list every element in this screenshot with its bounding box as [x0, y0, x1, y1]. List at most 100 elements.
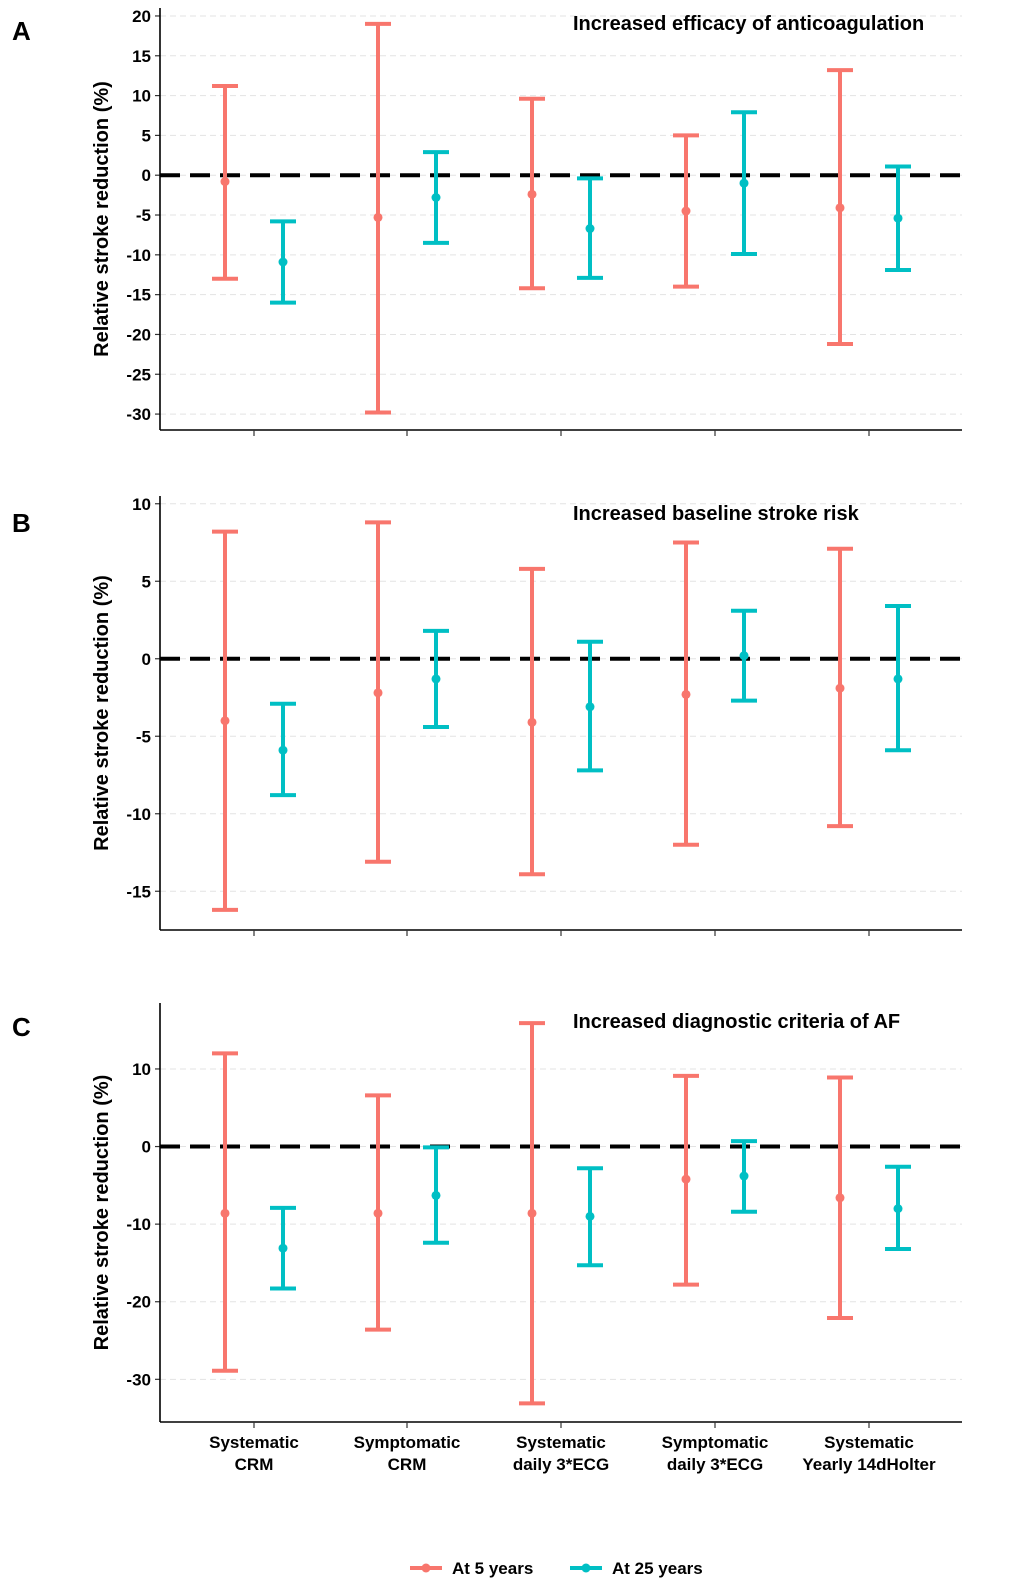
error-bar [423, 1145, 449, 1245]
error-bar [673, 1073, 699, 1287]
mean-point [220, 177, 230, 187]
legend-label: At 5 years [452, 1559, 533, 1578]
error-bar [270, 701, 296, 798]
mean-point [431, 674, 441, 684]
panel-letter: A [12, 16, 31, 46]
panel-a: 20 15 10 5 0 -5 -10 -15 -20 -25 -30 A Increased effi… [12, 7, 962, 436]
y-tick-label: 0 [142, 650, 151, 669]
legend-swatch-point [581, 1563, 591, 1573]
y-tick-label: -5 [136, 206, 151, 225]
mean-point [739, 1171, 749, 1181]
error-bar [885, 1164, 911, 1251]
mean-point [527, 189, 537, 199]
legend-label: At 25 years [612, 1559, 703, 1578]
error-bar [827, 68, 853, 347]
y-tick-label: 5 [142, 126, 151, 145]
error-bar [673, 133, 699, 289]
error-bar [577, 176, 603, 280]
x-tick-label: Symptomatic CRM [354, 1433, 461, 1474]
y-tick-label: 5 [142, 572, 151, 591]
error-bar [365, 520, 391, 864]
mean-point [373, 1208, 383, 1218]
error-bar [577, 1166, 603, 1268]
x-tick-label: Symptomatic daily 3*ECG [662, 1433, 769, 1474]
error-bar [827, 1075, 853, 1321]
y-tick-label: -20 [126, 325, 151, 344]
error-bar [731, 1139, 757, 1214]
y-tick-label: 0 [142, 166, 151, 185]
mean-point [220, 716, 230, 726]
x-tick-label-line: CRM [235, 1455, 274, 1474]
error-bar [270, 1205, 296, 1291]
error-bar [519, 96, 545, 291]
mean-point [835, 683, 845, 693]
mean-point [278, 257, 288, 267]
series-25-years [270, 110, 911, 305]
x-tick-label: Systematic daily 3*ECG [513, 1433, 609, 1474]
error-bar [731, 110, 757, 257]
y-tick-label: -10 [126, 805, 151, 824]
error-bar [423, 628, 449, 729]
error-bar [827, 546, 853, 829]
panel-title: Increased efficacy of anticoagulation [573, 13, 924, 35]
error-bar [212, 84, 238, 281]
panel-c: 10 0 -10 -20 -30 C Increased diagnostic criter… [12, 1003, 962, 1428]
y-tick-label: -20 [126, 1293, 151, 1312]
y-tick-label: -30 [126, 1370, 151, 1389]
error-bar [212, 1051, 238, 1373]
error-bar [423, 150, 449, 245]
mean-point [527, 717, 537, 727]
series-25-years [270, 1139, 911, 1291]
mean-point [739, 651, 749, 661]
y-axis-label: Relative stroke reduction (%) [91, 81, 113, 357]
legend: At 5 years At 25 years [410, 1559, 703, 1578]
error-bar [212, 529, 238, 912]
y-tick-label: -10 [126, 1215, 151, 1234]
x-tick-label-line: Systematic [824, 1433, 914, 1452]
y-tick-label: -15 [126, 882, 151, 901]
x-tick-label-line: Yearly 14dHolter [802, 1455, 936, 1474]
mean-point [681, 1174, 691, 1184]
panel-letter: B [12, 508, 31, 538]
series-5-years [212, 21, 853, 415]
x-tick-label: Systematic CRM [209, 1433, 299, 1474]
mean-point [431, 1190, 441, 1200]
y-tick-label: 20 [132, 7, 151, 26]
series-5-years [212, 520, 853, 912]
error-bar [731, 608, 757, 703]
error-bar [519, 566, 545, 877]
error-bar [519, 1021, 545, 1406]
y-axis-label: Relative stroke reduction (%) [91, 1075, 113, 1351]
x-tick-label-line: CRM [388, 1455, 427, 1474]
panel-title: Increased baseline stroke risk [573, 503, 860, 525]
x-tick-label-line: daily 3*ECG [667, 1455, 763, 1474]
panel-title: Increased diagnostic criteria of AF [573, 1011, 900, 1033]
mean-point [585, 224, 595, 234]
y-tick-label: 0 [142, 1138, 151, 1157]
y-axis-label: Relative stroke reduction (%) [91, 575, 113, 851]
panel-letter: C [12, 1012, 31, 1042]
mean-point [893, 1204, 903, 1214]
mean-point [585, 702, 595, 712]
x-tick-label-line: daily 3*ECG [513, 1455, 609, 1474]
y-tick-label: 10 [132, 495, 151, 514]
y-tick-label: -15 [126, 286, 151, 305]
legend-swatch-point [421, 1563, 431, 1573]
legend-item: At 5 years [410, 1559, 533, 1578]
y-tick-label: 15 [132, 47, 151, 66]
error-bar [673, 540, 699, 847]
mean-point [893, 213, 903, 223]
y-tick-label: -30 [126, 405, 151, 424]
mean-point [278, 1243, 288, 1253]
error-bar [577, 639, 603, 773]
mean-point [373, 688, 383, 698]
mean-point [835, 203, 845, 213]
series-5-years [212, 1021, 853, 1406]
panel-b: 10 5 0 -5 -10 -15 B Increased baseline stroke r… [12, 495, 962, 936]
legend-item: At 25 years [570, 1559, 703, 1578]
error-bar [365, 1093, 391, 1332]
mean-point [681, 689, 691, 699]
error-bar [885, 604, 911, 753]
y-tick-label: -10 [126, 246, 151, 265]
